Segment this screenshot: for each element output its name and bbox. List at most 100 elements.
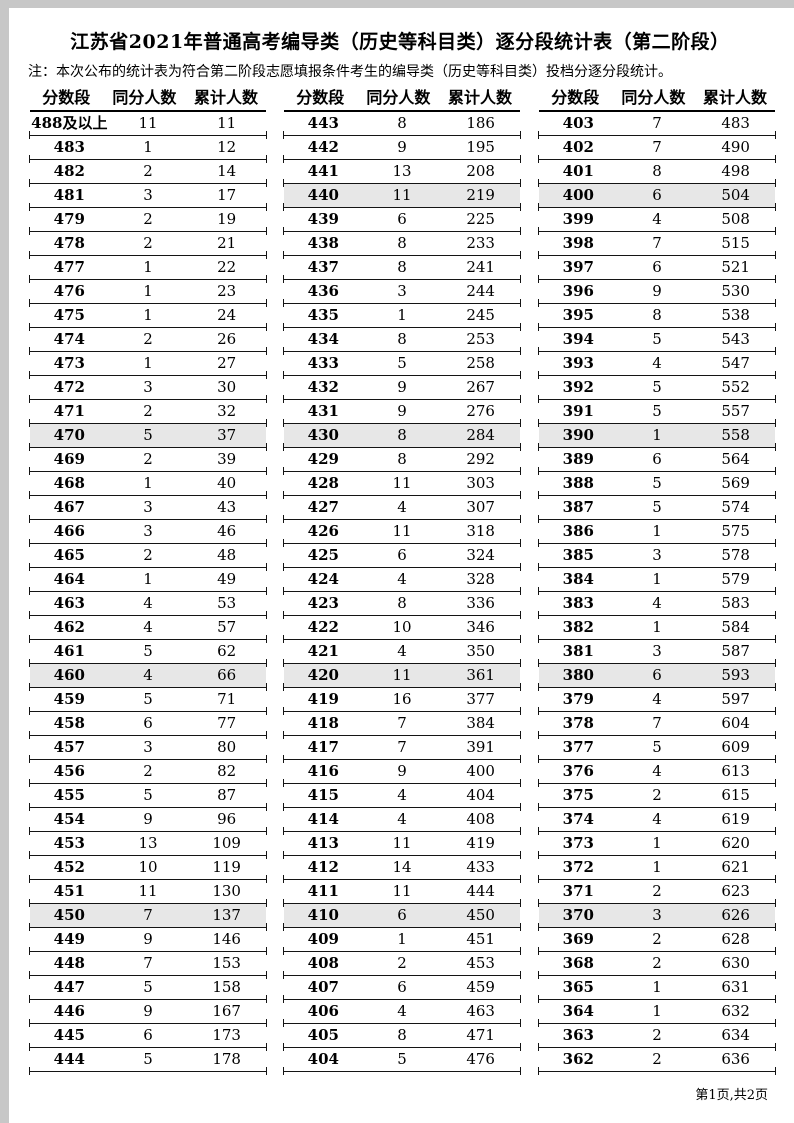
- col-header-score-range: 分数段: [296, 88, 345, 107]
- cumulative-count: 324: [466, 546, 495, 564]
- same-score-count: 2: [652, 786, 662, 804]
- same-score-count: 1: [143, 282, 153, 300]
- table-row: 431 9 276: [283, 400, 521, 427]
- same-score-count: 9: [397, 762, 407, 780]
- cumulative-count: 146: [212, 930, 241, 948]
- same-score-count: 1: [143, 570, 153, 588]
- table-row: 450 7 137: [29, 904, 267, 931]
- table-row: 407 6 459: [283, 976, 521, 1003]
- cumulative-count: 575: [721, 522, 750, 540]
- table-row: 382 1 584: [538, 616, 776, 643]
- table-row: 478 2 21: [29, 232, 267, 259]
- same-score-count: 6: [652, 186, 662, 204]
- cumulative-count: 253: [466, 330, 495, 348]
- same-score-count: 2: [143, 330, 153, 348]
- score-range: 370: [562, 906, 594, 924]
- cumulative-count: 87: [217, 786, 237, 804]
- same-score-count: 5: [652, 378, 662, 396]
- page-edge-left: [0, 0, 9, 1123]
- cumulative-count: 30: [217, 378, 237, 396]
- same-score-count: 3: [143, 378, 153, 396]
- table-row: 412 14 433: [283, 856, 521, 883]
- score-range: 435: [307, 306, 339, 324]
- cumulative-count: 444: [466, 882, 495, 900]
- table-row: 469 2 39: [29, 448, 267, 475]
- table-row: 437 8 241: [283, 256, 521, 283]
- same-score-count: 1: [652, 1002, 662, 1020]
- score-range: 436: [307, 282, 339, 300]
- table-row: 377 5 609: [538, 736, 776, 763]
- table-row: 424 4 328: [283, 568, 521, 595]
- same-score-count: 4: [652, 354, 662, 372]
- table-row: 393 4 547: [538, 352, 776, 379]
- cumulative-count: 267: [466, 378, 495, 396]
- table-row: 379 4 597: [538, 688, 776, 715]
- cumulative-count: 96: [217, 810, 237, 828]
- cumulative-count: 504: [721, 186, 750, 204]
- table-row: 397 6 521: [538, 256, 776, 283]
- table-row: 466 3 46: [29, 520, 267, 547]
- cumulative-count: 391: [466, 738, 495, 756]
- score-range: 438: [307, 234, 339, 252]
- cumulative-count: 583: [721, 594, 750, 612]
- table-row: 376 4 613: [538, 760, 776, 787]
- table-row: 374 4 619: [538, 808, 776, 835]
- cumulative-count: 219: [466, 186, 495, 204]
- same-score-count: 1: [652, 618, 662, 636]
- same-score-count: 8: [397, 1026, 407, 1044]
- same-score-count: 6: [397, 210, 407, 228]
- table-row: 413 11 419: [283, 832, 521, 859]
- table-row: 436 3 244: [283, 280, 521, 307]
- table-row: 408 2 453: [283, 952, 521, 979]
- table-row: 427 4 307: [283, 496, 521, 523]
- table-row: 372 1 621: [538, 856, 776, 883]
- same-score-count: 1: [652, 834, 662, 852]
- same-score-count: 2: [143, 162, 153, 180]
- table-row: 421 4 350: [283, 640, 521, 667]
- same-score-count: 1: [143, 474, 153, 492]
- cumulative-count: 350: [466, 642, 495, 660]
- score-range: 395: [562, 306, 594, 324]
- table-row: 465 2 48: [29, 544, 267, 571]
- score-range: 406: [307, 1002, 339, 1020]
- score-range: 400: [562, 186, 594, 204]
- score-range: 409: [307, 930, 339, 948]
- table-row: 475 1 24: [29, 304, 267, 331]
- same-score-count: 11: [392, 666, 412, 684]
- score-range: 471: [53, 402, 85, 420]
- table-row: 430 8 284: [283, 424, 521, 451]
- same-score-count: 11: [138, 114, 158, 132]
- score-table-right: 分数段 同分人数 累计人数 403 7 483 402 7 490 401 8 498 400 6 504 3…: [538, 86, 776, 1075]
- cumulative-count: 498: [721, 162, 750, 180]
- cumulative-count: 361: [466, 666, 495, 684]
- cumulative-count: 597: [721, 690, 750, 708]
- score-range: 394: [562, 330, 594, 348]
- table-row: 383 4 583: [538, 592, 776, 619]
- score-range: 477: [53, 258, 85, 276]
- same-score-count: 8: [397, 258, 407, 276]
- same-score-count: 11: [392, 474, 412, 492]
- table-row: 373 1 620: [538, 832, 776, 859]
- cumulative-count: 173: [212, 1026, 241, 1044]
- table-row: 476 1 23: [29, 280, 267, 307]
- table-row: 385 3 578: [538, 544, 776, 571]
- score-range: 473: [53, 354, 85, 372]
- score-range: 379: [562, 690, 594, 708]
- same-score-count: 8: [397, 594, 407, 612]
- table-row: 434 8 253: [283, 328, 521, 355]
- col-header-cumulative-count: 累计人数: [194, 88, 259, 107]
- same-score-count: 5: [143, 786, 153, 804]
- cumulative-count: 450: [466, 906, 495, 924]
- cumulative-count: 584: [721, 618, 750, 636]
- table-header-row: 分数段 同分人数 累计人数: [30, 86, 266, 112]
- score-range: 461: [53, 642, 85, 660]
- page-edge-top: [0, 0, 794, 8]
- table-row: 451 11 130: [29, 880, 267, 907]
- cumulative-count: 471: [466, 1026, 495, 1044]
- table-row: 375 2 615: [538, 784, 776, 811]
- score-range: 416: [307, 762, 339, 780]
- cumulative-count: 22: [217, 258, 237, 276]
- score-range: 423: [307, 594, 339, 612]
- same-score-count: 3: [143, 498, 153, 516]
- score-range: 478: [53, 234, 85, 252]
